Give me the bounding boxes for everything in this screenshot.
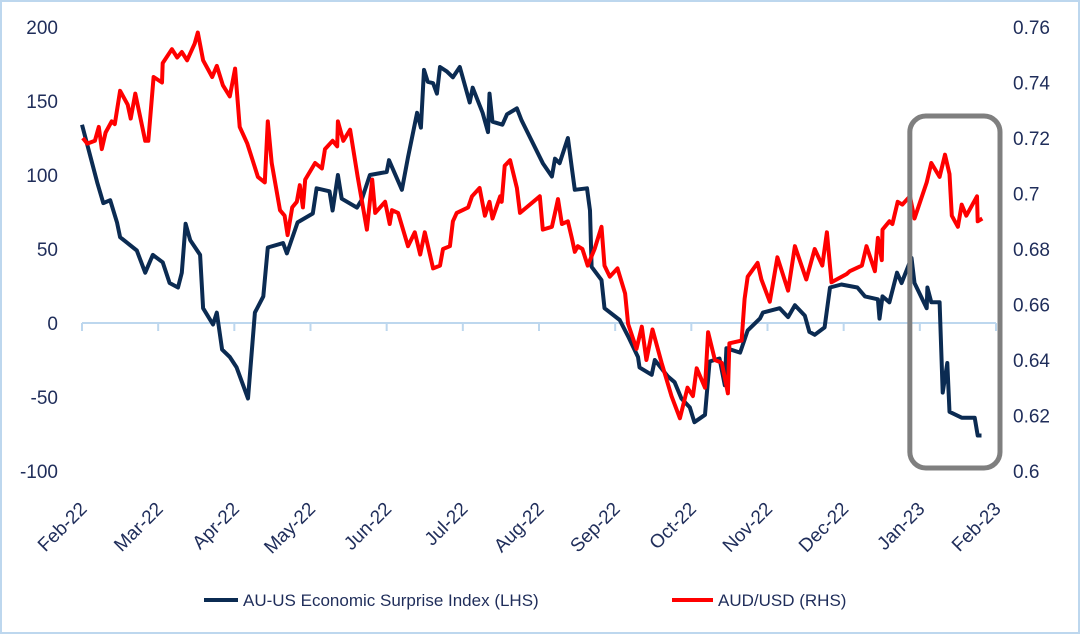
left-axis-tick-label: 50	[37, 240, 58, 261]
left-axis-tick-label: 0	[47, 314, 58, 335]
left-axis-ticks: 200 150 100 50 0 -50 -100	[20, 18, 58, 483]
x-axis-tick-label: May-22	[260, 499, 320, 559]
x-axis-tick-label: Sep-22	[567, 499, 625, 557]
legend-label-audusd: AUD/USD (RHS)	[718, 591, 846, 610]
x-axis-tick-label: Aug-22	[490, 499, 548, 557]
x-axis-tick-label: Jun-22	[340, 499, 396, 555]
left-axis-tick-label: 150	[26, 92, 58, 113]
left-axis-tick-label: 200	[26, 18, 58, 39]
surprise-index-line	[80, 65, 982, 438]
right-axis-tick-label: 0.7	[1013, 185, 1039, 206]
x-axis-tick-label: Apr-22	[189, 499, 244, 554]
right-axis-tick-label: 0.64	[1013, 351, 1050, 372]
x-axis-tick-label: Dec-22	[795, 499, 853, 557]
x-axis-tick-label: Feb-22	[34, 499, 91, 556]
right-axis-tick-label: 0.6	[1013, 462, 1039, 483]
left-axis-tick-label: -50	[31, 388, 58, 409]
x-axis-tick-label: Nov-22	[719, 499, 777, 557]
right-axis-tick-label: 0.72	[1013, 129, 1050, 150]
audusd-line	[81, 30, 984, 421]
left-axis-tick-label: -100	[20, 462, 58, 483]
right-axis-tick-label: 0.74	[1013, 74, 1050, 95]
highlight-box	[907, 113, 1003, 471]
right-axis-tick-label: 0.66	[1013, 296, 1050, 317]
right-axis-tick-label: 0.76	[1013, 18, 1050, 39]
x-axis-tick-label: Mar-22	[110, 499, 167, 556]
legend: AU-US Economic Surprise Index (LHS) AUD/…	[204, 591, 846, 610]
series-lines	[80, 30, 984, 438]
x-axis-tick-label: Jul-22	[421, 499, 472, 550]
right-axis-tick-label: 0.68	[1013, 240, 1050, 261]
right-axis-ticks: 0.76 0.74 0.72 0.7 0.68 0.66 0.64 0.62 0.6	[1013, 18, 1050, 483]
x-axis-tick-label: Oct-22	[646, 499, 701, 554]
x-axis-tick-label: Feb-23	[948, 499, 1005, 556]
left-axis-tick-label: 100	[26, 166, 58, 187]
legend-label-surprise-index: AU-US Economic Surprise Index (LHS)	[243, 591, 539, 610]
x-axis-tick-label: Jan-23	[873, 499, 929, 555]
x-axis: Feb-22 Mar-22 Apr-22 May-22 Jun-22 Jul-22 Aug-…	[34, 322, 1006, 559]
right-axis-tick-label: 0.62	[1013, 407, 1050, 428]
